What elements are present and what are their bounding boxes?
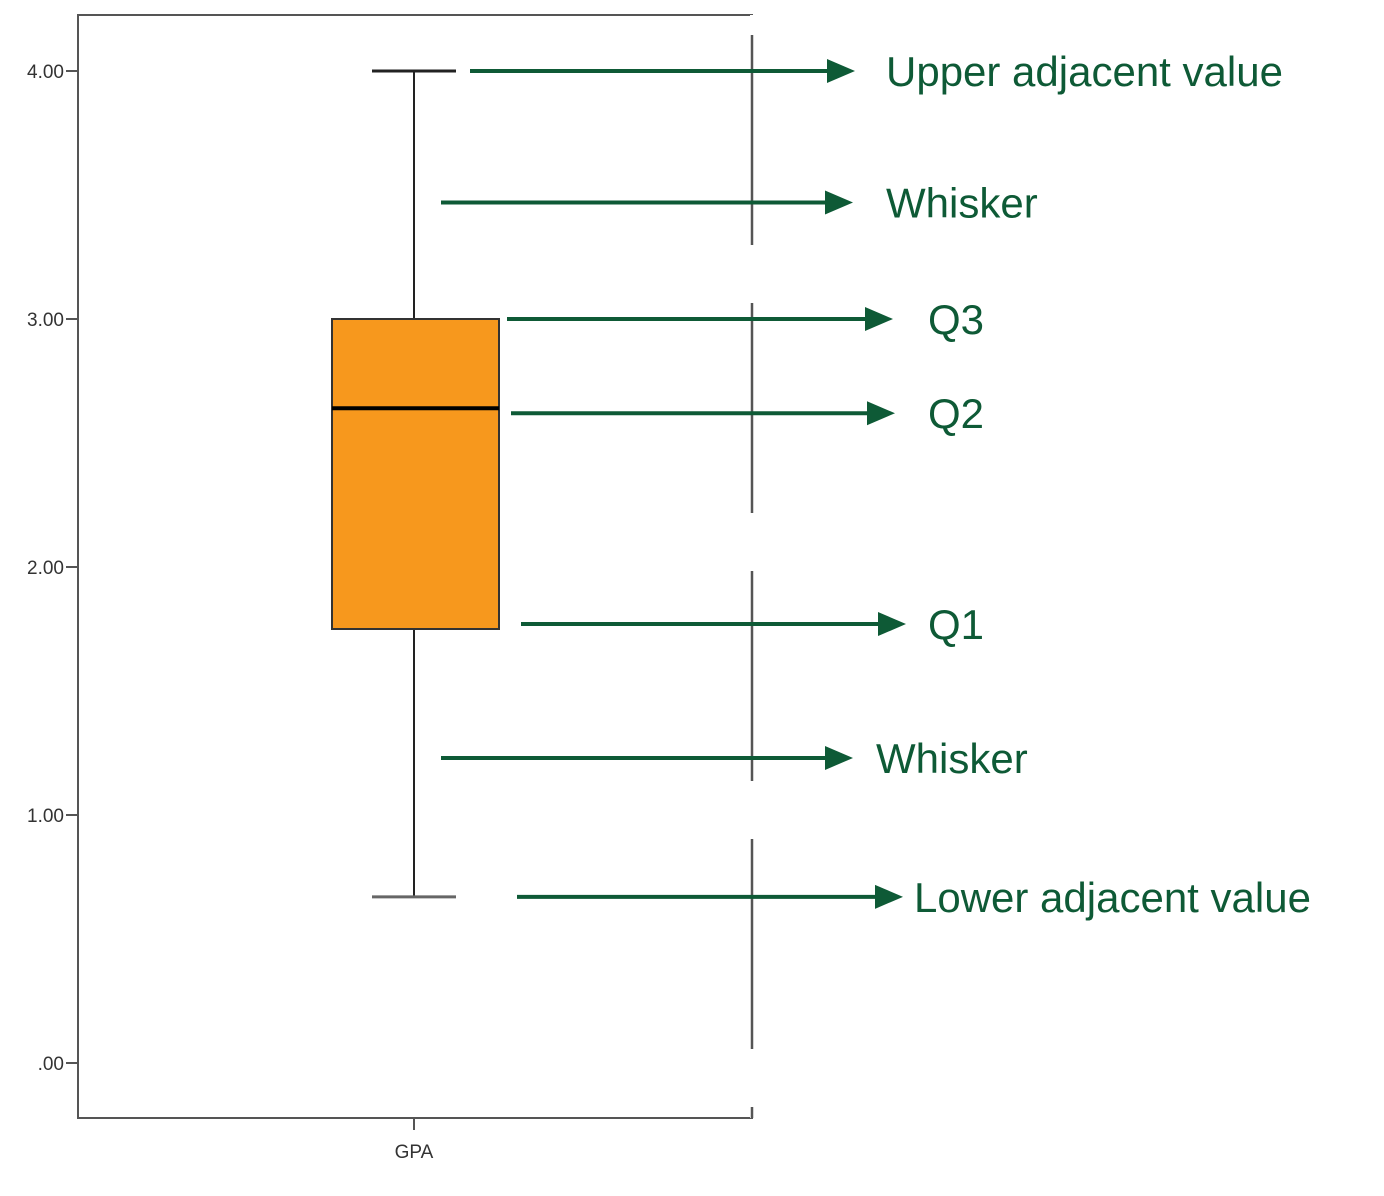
y-axis: .00 1.00 2.00 3.00 4.00 bbox=[27, 62, 78, 1075]
annotation-label: Q3 bbox=[928, 296, 984, 343]
y-tick-label: 4.00 bbox=[27, 62, 64, 83]
interquartile-box bbox=[331, 318, 500, 630]
annotation-arrowhead bbox=[865, 307, 893, 331]
x-category-label: GPA bbox=[395, 1142, 434, 1163]
y-tick-label: 3.00 bbox=[27, 310, 64, 331]
annotation-label: Whisker bbox=[886, 179, 1038, 226]
annotation-label: Upper adjacent value bbox=[886, 48, 1283, 95]
box-group bbox=[331, 69, 500, 899]
annotation-arrowhead bbox=[875, 884, 903, 909]
annotation-arrowhead bbox=[825, 190, 853, 215]
annotation-label: Q2 bbox=[928, 390, 984, 437]
annotations: Upper adjacent value Whisker Q3 Q2 Q1 Whisker… bbox=[441, 48, 1311, 921]
x-axis: GPA bbox=[395, 1118, 434, 1163]
annotation-label: Whisker bbox=[876, 735, 1028, 782]
annotation-arrowhead bbox=[878, 612, 906, 637]
annotation-label: Lower adjacent value bbox=[914, 874, 1311, 921]
y-tick-label: 1.00 bbox=[27, 806, 64, 827]
annotation-label: Q1 bbox=[928, 601, 984, 648]
annotation-arrowhead bbox=[825, 745, 853, 770]
annotation-arrowhead bbox=[827, 59, 855, 83]
y-tick-label: 2.00 bbox=[27, 558, 64, 579]
y-tick-label: .00 bbox=[38, 1054, 64, 1075]
annotation-arrowhead bbox=[867, 401, 895, 426]
